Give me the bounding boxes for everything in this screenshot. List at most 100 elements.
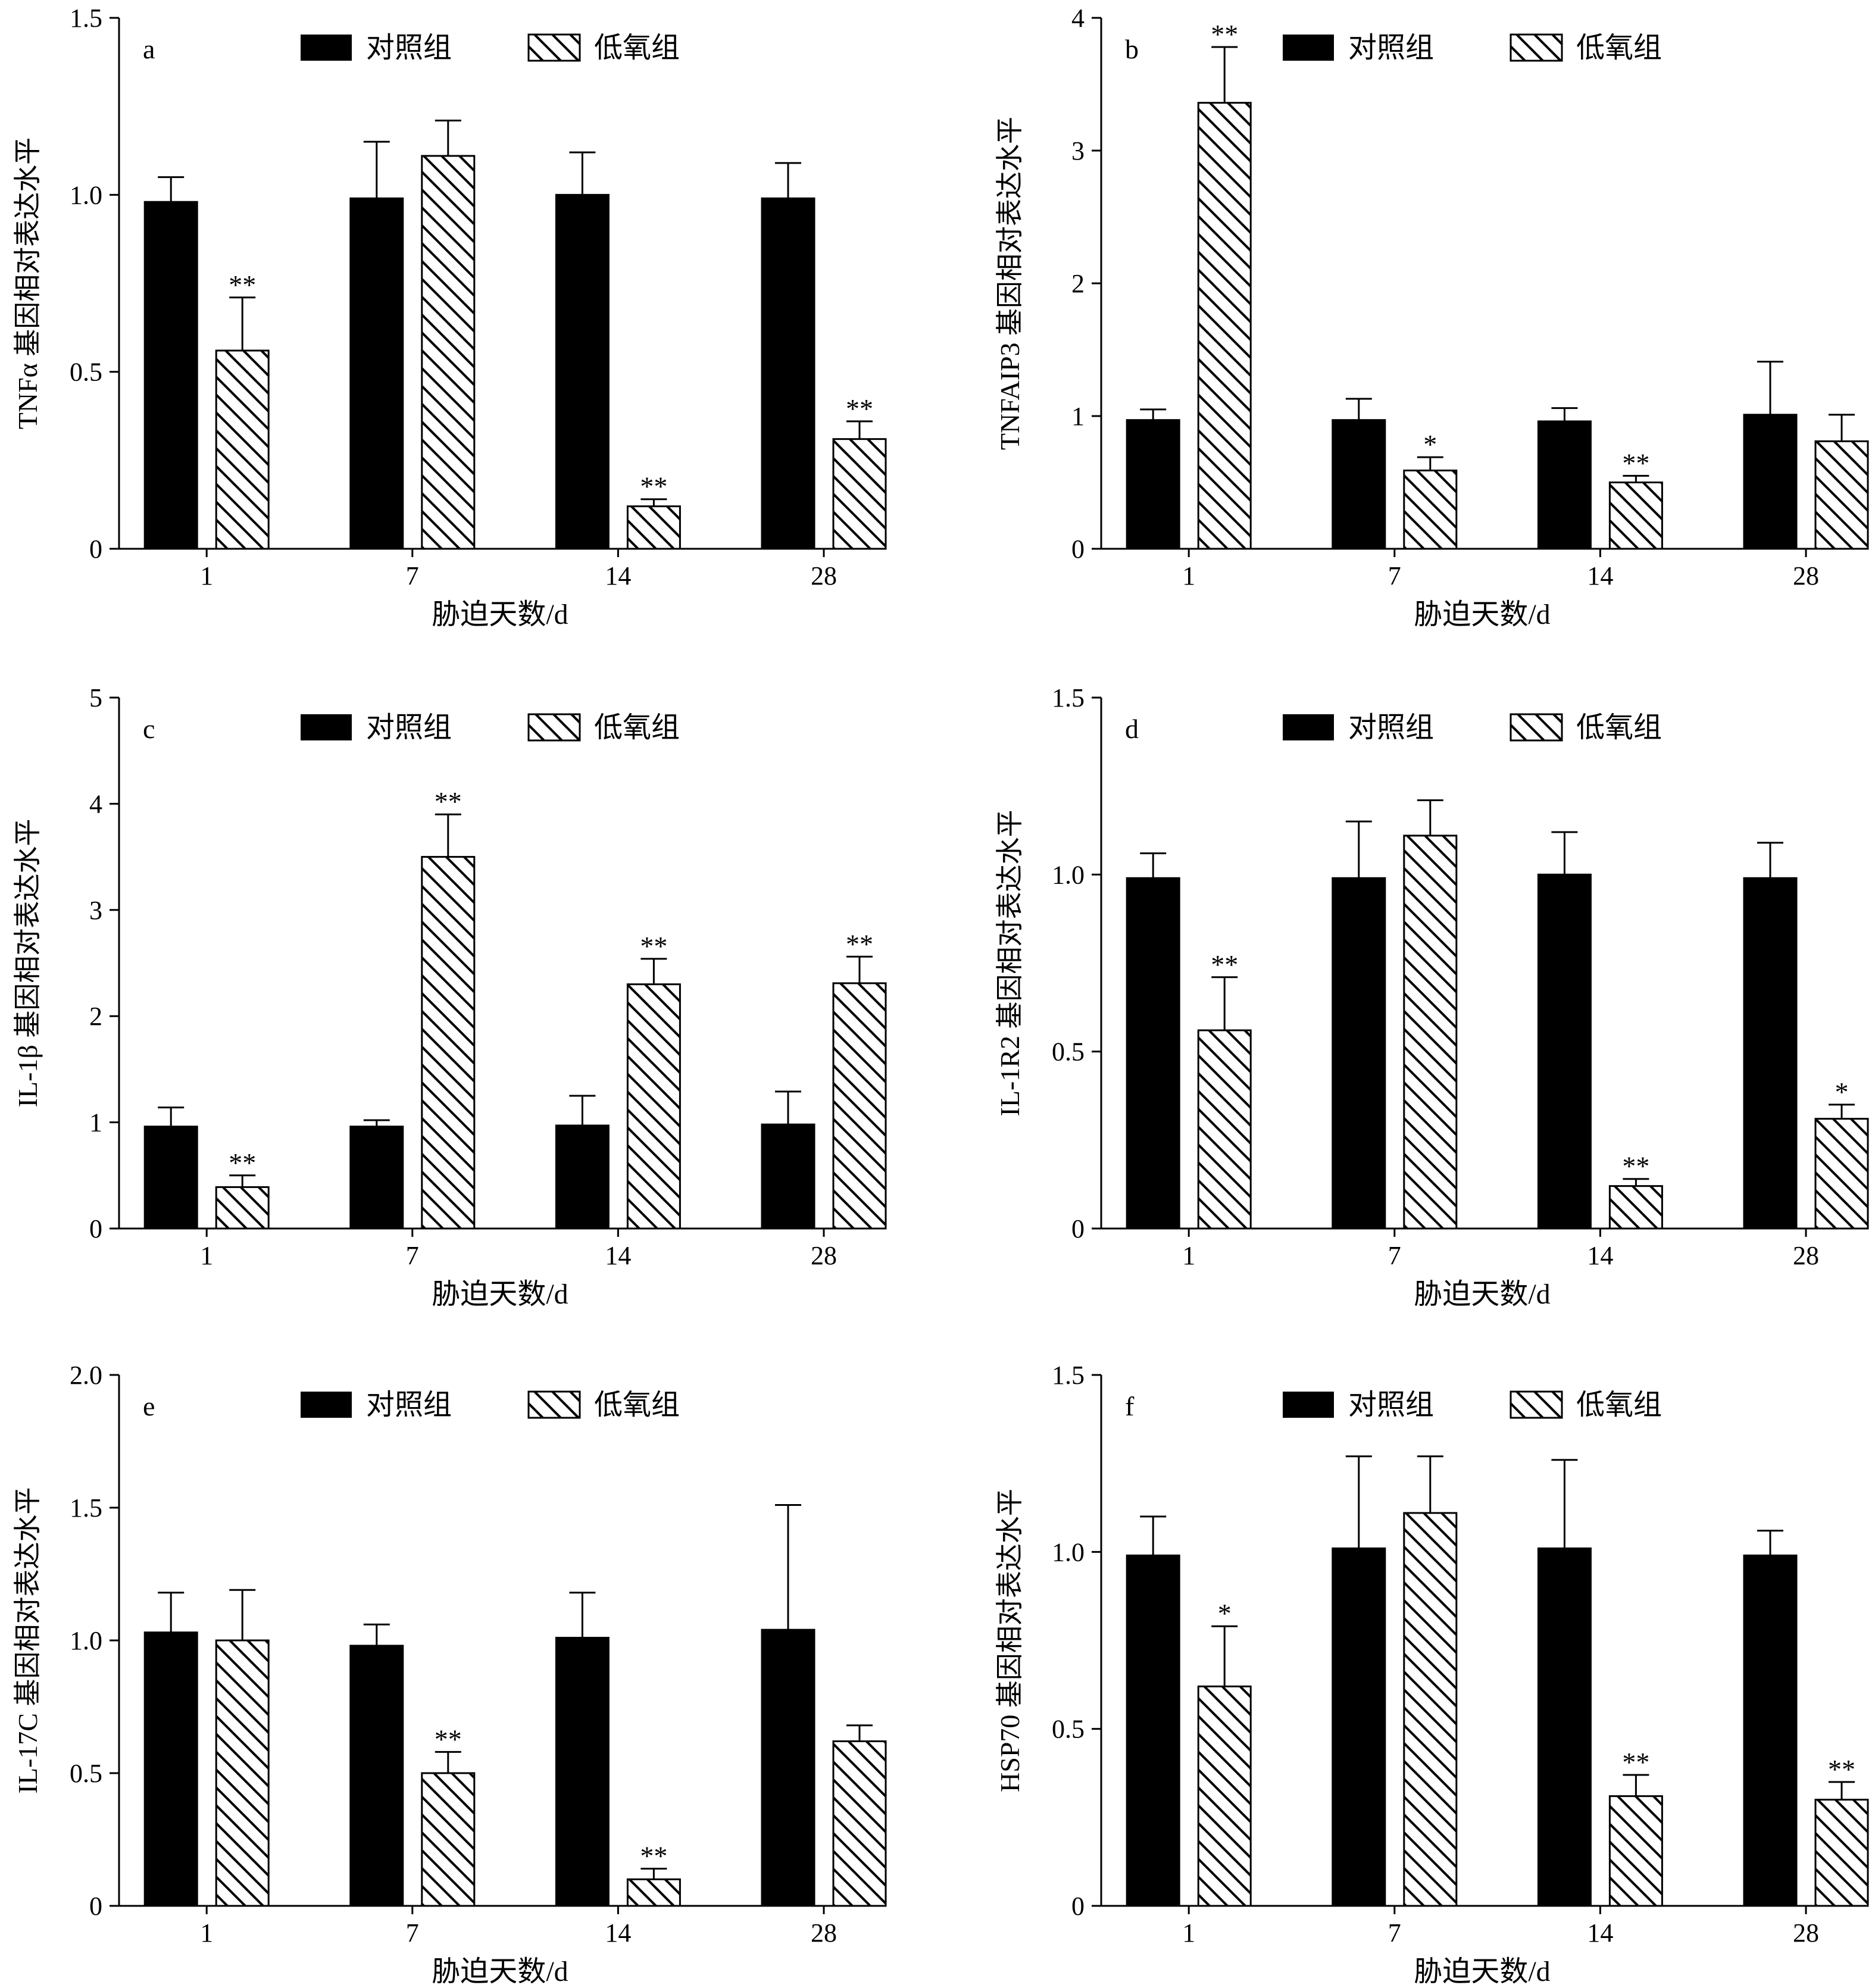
significance-label: * (1218, 1598, 1232, 1628)
bar-control-day7 (1332, 419, 1386, 550)
x-tick-label: 14 (605, 1918, 631, 1948)
bar-control-day14 (1537, 1547, 1592, 1907)
significance-label: ** (640, 1841, 667, 1871)
bar-hypoxia-day1 (1197, 1685, 1252, 1907)
bar-hypoxia-day28 (1814, 1799, 1869, 1907)
y-axis-title: HSP70 基因相对表达水平 (995, 1489, 1025, 1792)
bar-hypoxia-day7 (1403, 469, 1458, 550)
panel-label: e (143, 1391, 155, 1421)
y-tick-label: 0.5 (1052, 1715, 1085, 1744)
significance-label: ** (1828, 1754, 1855, 1784)
legend-swatch-hypoxia (527, 1390, 581, 1419)
bar-hypoxia-day1 (215, 349, 270, 550)
bar-control-day28 (1743, 414, 1798, 550)
bar-hypoxia-day14 (626, 983, 681, 1230)
legend-swatch-control (301, 1392, 352, 1418)
bar-hypoxia-day14 (626, 505, 681, 550)
significance-label: ** (1211, 949, 1238, 980)
panel-label: f (1125, 1391, 1135, 1421)
bar-hypoxia-day28 (1814, 1118, 1869, 1230)
panel-label: a (143, 34, 155, 64)
significance-label: ** (846, 929, 873, 959)
y-tick-label: 0 (89, 1892, 102, 1921)
bar-hypoxia-day1 (1197, 1029, 1252, 1230)
legend-swatch-hypoxia (1510, 1390, 1563, 1419)
bar-control-day1 (143, 1126, 198, 1230)
x-tick-label: 28 (1793, 1241, 1819, 1270)
significance-label: * (1423, 429, 1437, 460)
x-tick-label: 28 (1793, 561, 1819, 590)
y-tick-label: 0.5 (70, 358, 102, 387)
legend-label-control: 对照组 (1348, 712, 1434, 743)
x-tick-label: 1 (1182, 561, 1195, 590)
y-axis-title: TNFα 基因相对表达水平 (12, 137, 43, 430)
x-tick-label: 14 (1587, 1241, 1613, 1270)
legend-swatch-control (301, 714, 352, 740)
x-tick-label: 1 (200, 1241, 213, 1270)
bar-hypoxia-day28 (832, 982, 887, 1230)
y-tick-label: 0 (1071, 534, 1085, 564)
x-tick-label: 1 (1182, 1241, 1195, 1270)
legend-swatch-control (301, 35, 352, 61)
panel-label: d (1125, 714, 1139, 744)
bar-hypoxia-day1 (215, 1639, 270, 1907)
legend-swatch-hypoxia (1510, 713, 1563, 742)
y-tick-label: 4 (89, 789, 102, 818)
significance-label: ** (1211, 19, 1238, 49)
x-tick-label: 28 (1793, 1918, 1819, 1948)
legend-swatch-hypoxia (527, 33, 581, 62)
significance-label: ** (229, 1148, 256, 1178)
x-axis-title: 胁迫天数/d (432, 1956, 568, 1985)
bar-control-day7 (1332, 1547, 1386, 1907)
x-tick-label: 1 (200, 561, 213, 590)
bar-hypoxia-day14 (1608, 482, 1663, 550)
legend-label-control: 对照组 (366, 712, 452, 743)
significance-label: ** (229, 270, 256, 300)
y-tick-label: 5 (89, 683, 102, 712)
x-tick-label: 28 (811, 561, 837, 590)
y-tick-label: 3 (1071, 136, 1085, 165)
x-tick-label: 7 (406, 561, 419, 590)
x-axis-title: 胁迫天数/d (432, 1279, 568, 1310)
legend-swatch-hypoxia (1510, 33, 1563, 62)
legend-label-control: 对照组 (366, 32, 452, 64)
legend-label-control: 对照组 (1348, 1389, 1434, 1421)
bar-control-day1 (1126, 877, 1180, 1230)
x-tick-label: 14 (1587, 1918, 1613, 1948)
x-tick-label: 7 (406, 1918, 419, 1948)
y-tick-label: 3 (89, 896, 102, 925)
legend-swatch-hypoxia (527, 713, 581, 742)
bar-hypoxia-day7 (421, 155, 476, 550)
y-tick-label: 1.5 (1052, 1361, 1085, 1390)
legend-swatch-control (1283, 35, 1334, 61)
bar-hypoxia-day28 (1814, 440, 1869, 550)
bar-hypoxia-day28 (832, 1740, 887, 1907)
legend-label-hypoxia: 低氧组 (1576, 32, 1662, 64)
significance-label: * (1835, 1077, 1849, 1107)
bar-control-day1 (143, 1631, 198, 1907)
bar-control-day7 (349, 197, 404, 550)
significance-label: ** (1622, 1151, 1649, 1181)
legend-swatch-control (1283, 1392, 1334, 1418)
bar-hypoxia-day1 (1197, 102, 1252, 550)
legend-label-control: 对照组 (366, 1389, 452, 1421)
y-tick-label: 1.5 (70, 4, 102, 33)
significance-label: ** (435, 1724, 462, 1754)
bar-control-day14 (555, 193, 610, 550)
y-tick-label: 2 (89, 1002, 102, 1031)
bar-control-day14 (555, 1124, 610, 1230)
x-axis-title: 胁迫天数/d (1414, 599, 1550, 630)
y-tick-label: 4 (1071, 4, 1085, 33)
y-tick-label: 0.5 (70, 1759, 102, 1788)
bar-hypoxia-day14 (1608, 1795, 1663, 1907)
bar-control-day7 (349, 1126, 404, 1230)
panel-label: c (143, 714, 155, 744)
y-tick-label: 1.5 (70, 1493, 102, 1523)
legend-label-hypoxia: 低氧组 (594, 1389, 680, 1421)
x-tick-label: 7 (1388, 1918, 1401, 1948)
y-tick-label: 0.5 (1052, 1037, 1085, 1067)
y-tick-label: 0 (89, 534, 102, 564)
bar-control-day7 (349, 1645, 404, 1907)
bar-control-day28 (1743, 877, 1798, 1230)
bar-hypoxia-day7 (1403, 1512, 1458, 1907)
